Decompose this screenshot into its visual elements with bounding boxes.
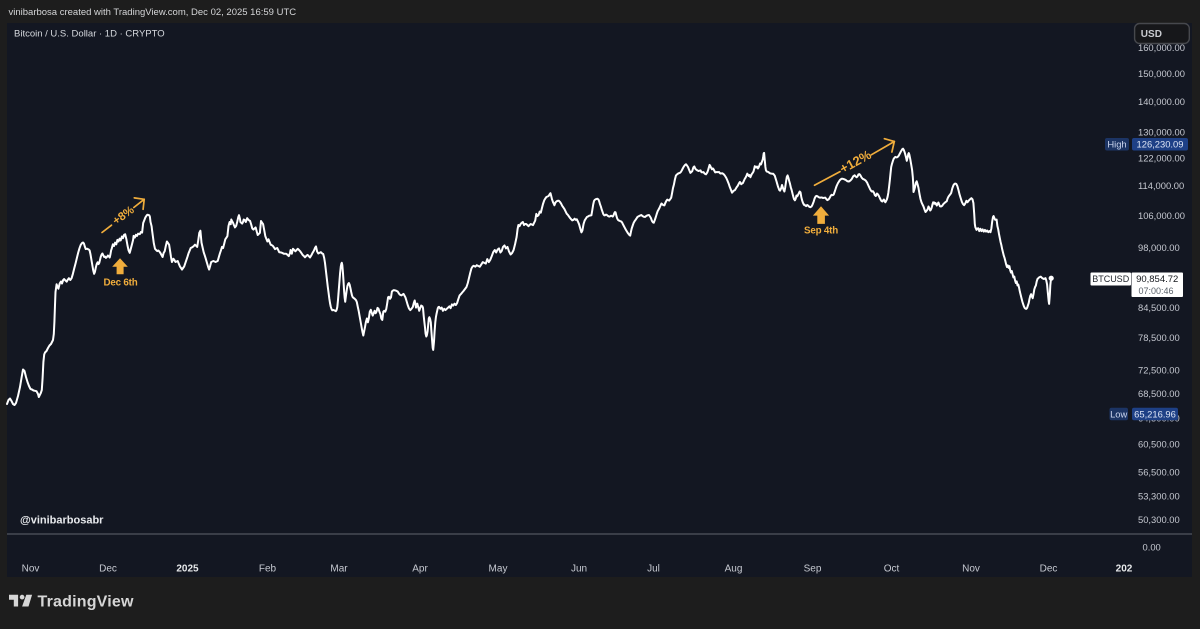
svg-text:150,000.00: 150,000.00	[1138, 68, 1185, 79]
svg-text:USD: USD	[1141, 29, 1162, 40]
svg-text:78,500.00: 78,500.00	[1138, 332, 1180, 343]
svg-text:Jul: Jul	[647, 564, 660, 575]
svg-text:126,230.09: 126,230.09	[1137, 139, 1184, 150]
svg-text:72,500.00: 72,500.00	[1138, 365, 1180, 376]
svg-text:vinibarbosa created with Tradi: vinibarbosa created with TradingView.com…	[9, 7, 297, 18]
svg-text:@vinibarbosabr: @vinibarbosabr	[20, 515, 104, 527]
svg-text:84,500.00: 84,500.00	[1138, 302, 1180, 313]
svg-text:160,000.00: 160,000.00	[1138, 42, 1185, 53]
svg-text:106,000.00: 106,000.00	[1138, 210, 1185, 221]
svg-text:Nov: Nov	[962, 564, 980, 575]
svg-text:Nov: Nov	[22, 564, 40, 575]
svg-text:Low: Low	[1110, 408, 1127, 419]
svg-text:Jun: Jun	[571, 564, 587, 575]
svg-text:202: 202	[1116, 564, 1133, 575]
svg-text:140,000.00: 140,000.00	[1138, 96, 1185, 107]
svg-text:60,500.00: 60,500.00	[1138, 439, 1180, 450]
svg-text:Dec: Dec	[1040, 564, 1058, 575]
svg-text:07:00:46: 07:00:46	[1138, 286, 1173, 296]
svg-text:TradingView: TradingView	[38, 593, 135, 610]
svg-text:Dec 6th: Dec 6th	[104, 278, 138, 289]
svg-text:Feb: Feb	[259, 564, 277, 575]
svg-text:122,000.00: 122,000.00	[1138, 153, 1185, 164]
svg-text:Oct: Oct	[884, 564, 900, 575]
svg-text:Aug: Aug	[725, 564, 743, 575]
svg-text:98,000.00: 98,000.00	[1138, 242, 1180, 253]
svg-text:53,300.00: 53,300.00	[1138, 491, 1180, 502]
svg-text:130,000.00: 130,000.00	[1138, 127, 1185, 138]
svg-text:114,000.00: 114,000.00	[1138, 180, 1184, 191]
svg-text:High: High	[1107, 139, 1126, 150]
svg-text:Dec: Dec	[99, 564, 117, 575]
svg-text:90,854.72: 90,854.72	[1136, 274, 1178, 285]
svg-text:Sep 4th: Sep 4th	[804, 226, 838, 237]
svg-text:56,500.00: 56,500.00	[1138, 467, 1180, 478]
svg-text:BTCUSD: BTCUSD	[1092, 274, 1130, 284]
svg-text:Mar: Mar	[330, 564, 348, 575]
svg-text:2025: 2025	[176, 564, 199, 575]
svg-text:May: May	[489, 564, 508, 575]
svg-text:Apr: Apr	[412, 564, 428, 575]
svg-text:Sep: Sep	[804, 564, 822, 575]
svg-text:50,300.00: 50,300.00	[1138, 514, 1180, 525]
svg-text:65,216.96: 65,216.96	[1134, 408, 1176, 419]
svg-text:Bitcoin / U.S. Dollar · 1D · C: Bitcoin / U.S. Dollar · 1D · CRYPTO	[14, 29, 165, 40]
svg-text:68,500.00: 68,500.00	[1138, 388, 1180, 399]
svg-text:0.00: 0.00	[1143, 542, 1161, 553]
